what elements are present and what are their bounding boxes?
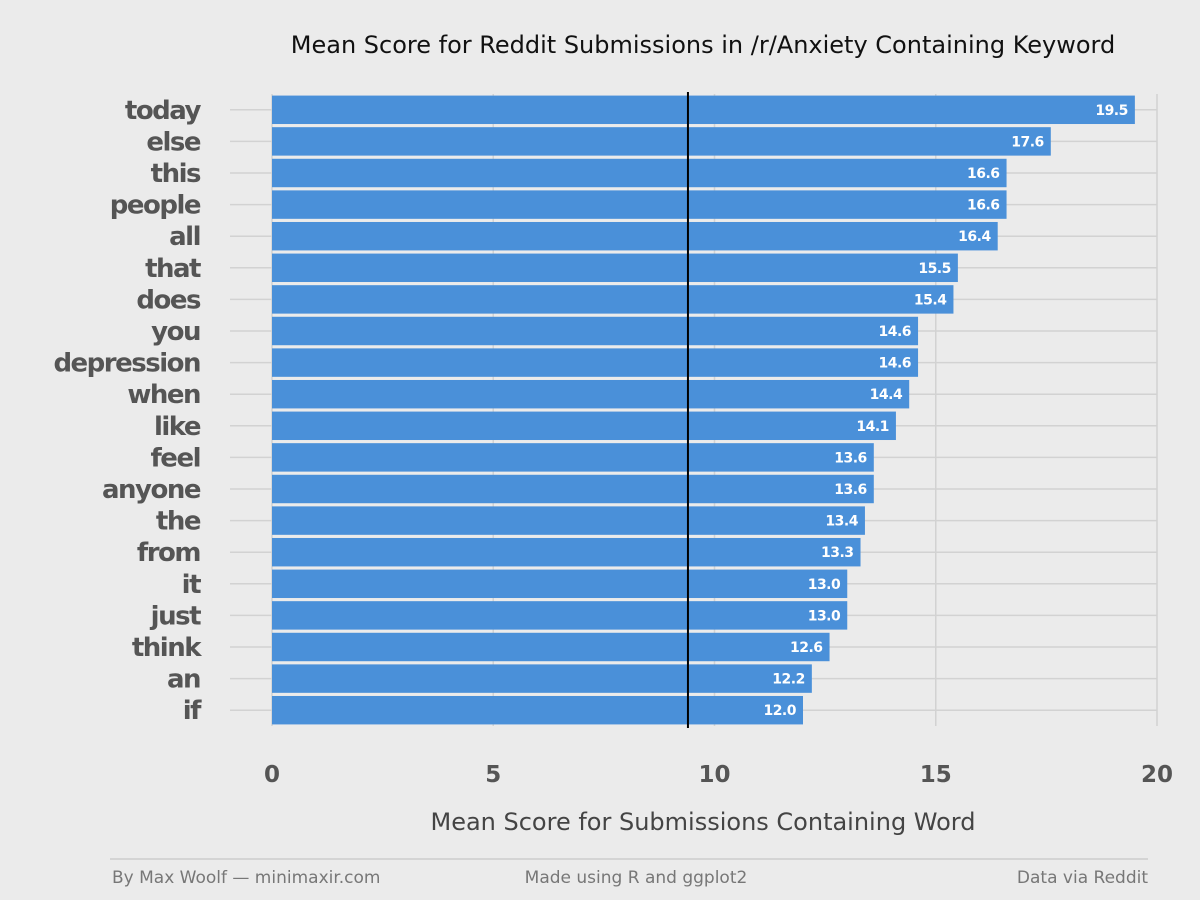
bar <box>272 601 848 630</box>
bar <box>272 569 848 599</box>
category-label: like <box>154 412 201 442</box>
category-label: depression <box>53 349 200 379</box>
category-label: if <box>183 696 202 726</box>
value-label: 15.4 <box>914 292 947 308</box>
category-label: does <box>136 285 201 315</box>
footer-credit: By Max Woolf — minimaxir.com <box>112 868 381 888</box>
value-label: 13.0 <box>808 577 841 593</box>
category-label: it <box>182 570 201 600</box>
bar <box>272 443 874 472</box>
category-label: the <box>156 507 201 537</box>
x-axis-title: Mean Score for Submissions Containing Wo… <box>430 808 975 836</box>
value-label: 13.6 <box>834 482 867 498</box>
bar <box>272 695 803 725</box>
value-label: 16.6 <box>967 166 1000 182</box>
value-label: 12.2 <box>772 672 805 688</box>
bar <box>272 95 1135 125</box>
category-label: just <box>150 601 201 631</box>
value-label: 14.6 <box>879 356 912 372</box>
x-axis-ticks: 0 5 10 15 20 <box>264 762 1173 788</box>
bar <box>272 190 1007 219</box>
value-label: 16.4 <box>958 229 991 245</box>
x-tick-label: 15 <box>920 762 952 788</box>
category-label: an <box>167 665 200 695</box>
category-label: anyone <box>102 475 201 505</box>
bar <box>272 474 874 504</box>
bar <box>272 411 896 441</box>
bar <box>272 664 812 693</box>
category-label: that <box>145 254 201 284</box>
category-label: feel <box>151 443 201 473</box>
category-label: when <box>127 380 200 410</box>
value-label: 16.6 <box>967 198 1000 214</box>
bar <box>272 506 865 535</box>
value-label: 12.6 <box>790 640 823 656</box>
x-tick-label: 0 <box>264 762 280 788</box>
value-label: 12.0 <box>763 703 796 719</box>
x-tick-label: 10 <box>698 762 730 788</box>
bar <box>272 537 861 567</box>
bar <box>272 348 919 377</box>
value-label: 17.6 <box>1011 134 1044 150</box>
value-label: 19.5 <box>1095 103 1128 119</box>
bar <box>272 253 958 283</box>
category-label: all <box>169 222 200 252</box>
x-tick-label: 5 <box>485 762 501 788</box>
value-label: 13.0 <box>808 608 841 624</box>
grid-layer <box>230 94 1158 726</box>
category-label: this <box>151 159 201 189</box>
value-label: 14.1 <box>856 419 889 435</box>
value-label: 14.6 <box>879 324 912 340</box>
category-label: think <box>132 633 202 663</box>
category-label: you <box>151 317 200 347</box>
bar <box>272 221 998 251</box>
value-labels: 19.517.616.616.616.415.515.414.614.614.4… <box>763 103 1128 719</box>
bar <box>272 379 910 409</box>
x-tick-label: 20 <box>1141 762 1173 788</box>
category-label: else <box>146 127 201 157</box>
category-label: today <box>125 96 202 126</box>
chart-title: Mean Score for Reddit Submissions in /r/… <box>291 31 1115 59</box>
value-label: 15.5 <box>918 261 951 277</box>
footer-tools: Made using R and ggplot2 <box>525 868 748 888</box>
bar <box>272 285 954 314</box>
bar <box>272 632 830 662</box>
value-label: 13.6 <box>834 450 867 466</box>
footer-source: Data via Reddit <box>1017 868 1148 888</box>
value-label: 14.4 <box>870 387 903 403</box>
bar <box>272 127 1051 156</box>
bar <box>272 316 919 346</box>
category-label: people <box>110 191 201 221</box>
value-label: 13.3 <box>821 545 854 561</box>
category-labels: todayelsethispeopleallthatdoesyoudepress… <box>53 96 203 726</box>
bar <box>272 158 1007 188</box>
bars-layer <box>272 95 1135 725</box>
value-label: 13.4 <box>825 514 858 530</box>
category-label: from <box>137 538 200 568</box>
